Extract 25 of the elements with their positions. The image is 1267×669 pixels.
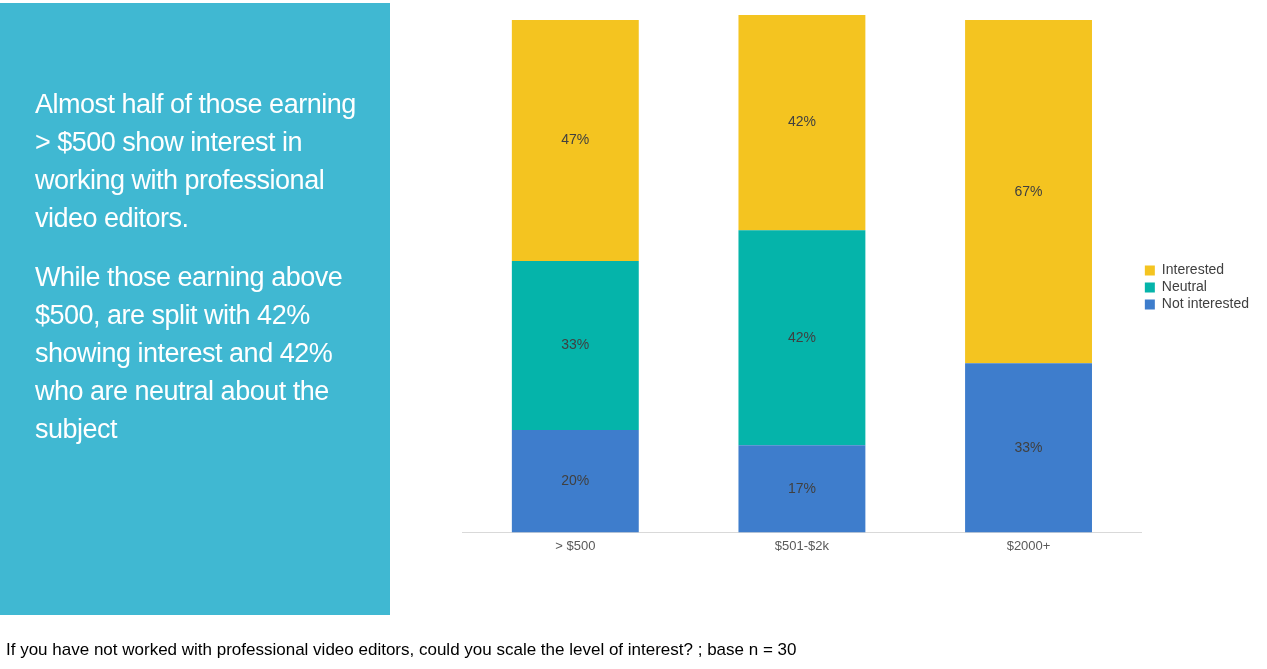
x-tick-label: $2000+: [1006, 537, 1051, 553]
data-label: 20%: [561, 472, 590, 489]
legend-label: Not interested: [1161, 295, 1250, 312]
bar: [738, 15, 866, 231]
data-label: 33%: [561, 336, 590, 353]
legend-label: Neutral: [1161, 278, 1207, 295]
data-label: 67%: [1014, 182, 1043, 199]
bar: [965, 363, 1092, 533]
text: Almost half of those earning > $500 show interest in working with professional video editors.: [35, 88, 357, 235]
bar: [511, 20, 639, 261]
data-label: 42%: [787, 328, 816, 345]
text: If you have not worked with professional video editors, could you scale the level of interest? ; base n = 30: [6, 640, 797, 660]
data-label: 42%: [787, 113, 816, 130]
data-label: 47%: [561, 131, 590, 148]
text: While those earning above $500, are split with 42% showing interest and 42% who are neutral about the subject: [35, 261, 344, 446]
bar: [738, 230, 866, 446]
x-tick-label: $501-$2k: [774, 537, 830, 553]
data-label: 17%: [787, 479, 816, 496]
x-tick-label: > $500: [555, 537, 596, 553]
legend-label: Interested: [1161, 261, 1225, 278]
bar: [738, 445, 866, 533]
bar: [965, 20, 1092, 364]
bar: [511, 429, 639, 533]
bar: [511, 260, 639, 430]
data-label: 33%: [1014, 438, 1043, 455]
